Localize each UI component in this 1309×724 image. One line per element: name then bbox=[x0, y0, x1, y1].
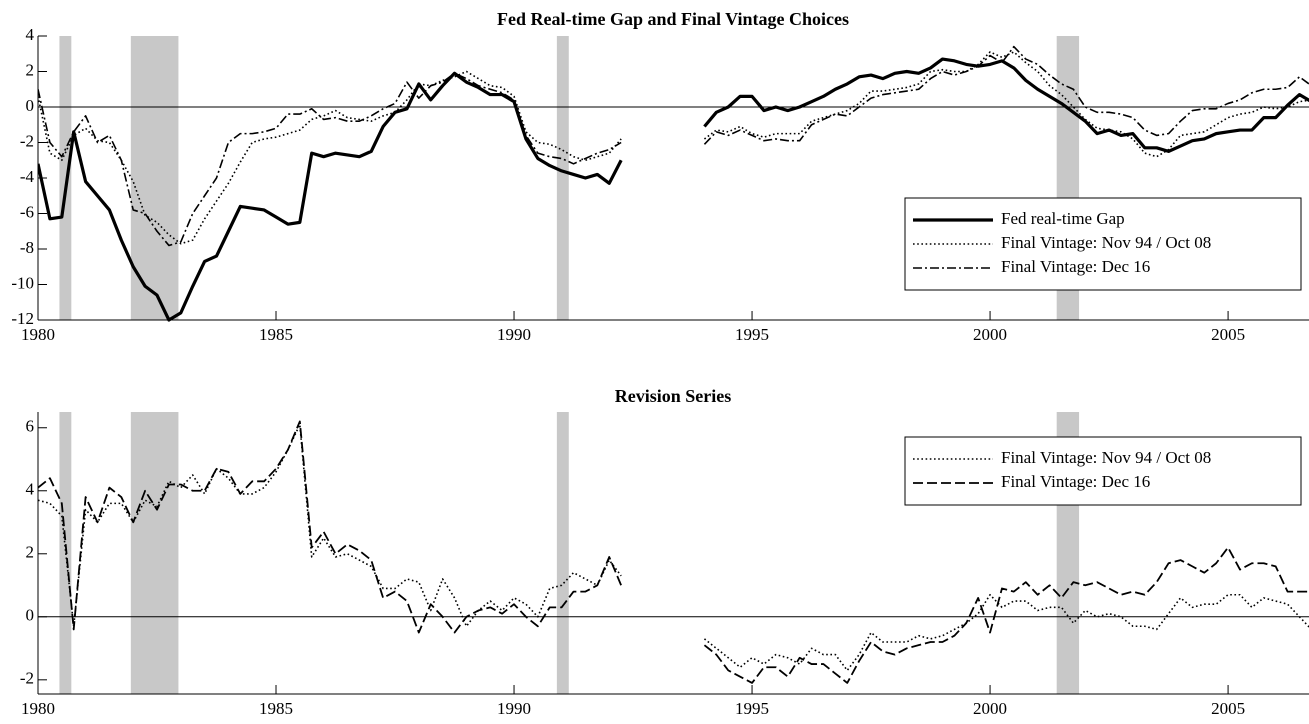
x-tick-label: 1980 bbox=[21, 325, 55, 344]
y-tick-label: 2 bbox=[26, 60, 35, 79]
x-tick-label: 1985 bbox=[259, 699, 293, 718]
recession-band bbox=[130, 36, 179, 320]
x-tick-label: 2000 bbox=[973, 325, 1007, 344]
x-tick-label: 2005 bbox=[1211, 699, 1245, 718]
recession-band bbox=[59, 36, 72, 320]
legend-label: Final Vintage: Dec 16 bbox=[1001, 472, 1150, 491]
x-tick-label: 1995 bbox=[735, 325, 769, 344]
x-tick-label: 1995 bbox=[735, 699, 769, 718]
recession-band bbox=[59, 412, 72, 694]
x-tick-label: 2005 bbox=[1211, 325, 1245, 344]
y-tick-label: -8 bbox=[20, 238, 34, 257]
legend-box bbox=[904, 436, 1302, 506]
chart-title: Fed Real-time Gap and Final Vintage Choi… bbox=[497, 9, 849, 29]
series-line bbox=[38, 51, 1309, 245]
x-tick-label: 1985 bbox=[259, 325, 293, 344]
x-tick-label: 1980 bbox=[21, 699, 55, 718]
series-line bbox=[38, 423, 1309, 672]
y-tick-label: 2 bbox=[26, 543, 35, 562]
recession-band bbox=[556, 36, 569, 320]
y-tick-label: 4 bbox=[26, 480, 35, 499]
y-tick-label: -4 bbox=[20, 167, 35, 186]
legend-label: Final Vintage: Nov 94 / Oct 08 bbox=[1001, 233, 1211, 252]
y-tick-label: -10 bbox=[11, 273, 34, 292]
x-tick-label: 2000 bbox=[973, 699, 1007, 718]
series-line bbox=[38, 420, 1309, 684]
legend-label: Final Vintage: Dec 16 bbox=[1001, 257, 1150, 276]
y-tick-label: -12 bbox=[11, 309, 34, 328]
x-tick-label: 1990 bbox=[497, 325, 531, 344]
plot-area bbox=[38, 412, 1309, 694]
recession-band bbox=[130, 412, 179, 694]
chart-title: Revision Series bbox=[615, 386, 732, 406]
x-tick-label: 1990 bbox=[497, 699, 531, 718]
y-tick-label: -2 bbox=[20, 669, 34, 688]
y-tick-label: -2 bbox=[20, 131, 34, 150]
recession-band bbox=[556, 412, 569, 694]
y-tick-label: -6 bbox=[20, 202, 34, 221]
y-tick-label: 0 bbox=[26, 96, 35, 115]
legend-box bbox=[904, 197, 1302, 291]
legend-label: Fed real-time Gap bbox=[1001, 209, 1125, 228]
y-tick-label: 4 bbox=[26, 25, 35, 44]
y-tick-label: 6 bbox=[26, 417, 35, 436]
series-line bbox=[38, 45, 1309, 247]
series-line bbox=[38, 57, 1309, 322]
legend-label: Final Vintage: Nov 94 / Oct 08 bbox=[1001, 448, 1211, 467]
y-tick-label: 0 bbox=[26, 606, 35, 625]
